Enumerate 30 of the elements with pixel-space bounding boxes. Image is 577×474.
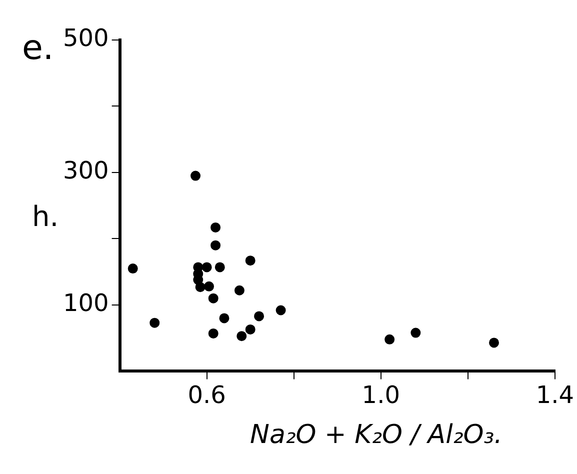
point [489,338,499,348]
point [195,282,206,292]
point [214,262,225,272]
point [219,313,230,324]
point [276,305,286,316]
point [245,324,256,334]
x-tick-label: 1.0 [362,380,400,409]
point [208,293,218,304]
y-tick-label: 100 [62,289,109,318]
point [210,240,221,250]
point [150,318,160,328]
x-tick-label: 0.6 [188,380,226,409]
point [245,256,256,266]
point [202,262,212,272]
point [128,264,138,274]
point [204,281,214,292]
point [236,331,247,342]
point [210,222,221,232]
point [234,285,244,296]
point [384,334,395,344]
chart-title: e. [22,28,54,68]
point [254,311,264,322]
x-axis-title: Na₂O + K₂O / Al₂O₃. [250,420,502,450]
y-tick-label: 500 [62,24,109,52]
point [190,170,201,181]
point [208,328,218,338]
point [410,328,421,338]
y-tick-label: 300 [62,156,109,185]
x-tick-label: 1.4 [536,380,574,409]
y-axis-title: h. [32,200,59,233]
